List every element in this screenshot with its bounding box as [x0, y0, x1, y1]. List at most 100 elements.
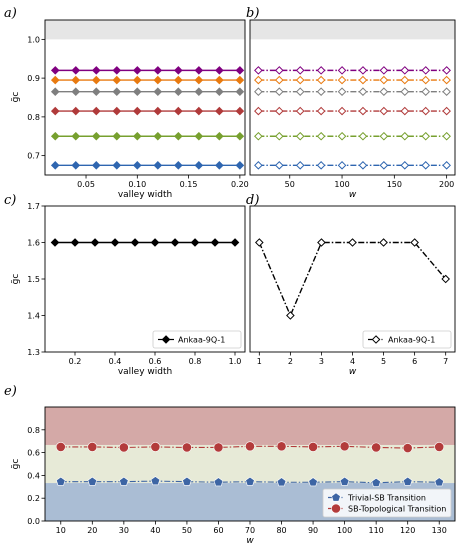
data-point: [194, 131, 204, 141]
data-point: [245, 476, 255, 486]
y-tick-label: 1.6: [27, 239, 40, 248]
x-tick-label: 2: [288, 357, 293, 366]
x-axis-label: w: [246, 536, 254, 546]
x-tick-label: 50: [285, 180, 295, 189]
series-1: [50, 66, 245, 75]
data-point: [71, 66, 81, 75]
data-point: [286, 311, 295, 320]
data-point: [400, 75, 410, 85]
chart-panel-1: 0.05 0.10 0.15 0.20 0.7 0.8 0.9 1.0 valley width…: [4, 6, 249, 200]
data-point: [434, 441, 445, 452]
x-axis-label: w: [349, 190, 357, 200]
data-point: [295, 161, 305, 170]
data-point: [442, 66, 451, 75]
x-tick-label: 200: [439, 180, 454, 189]
data-point: [70, 238, 80, 247]
x-tick-label: 5: [381, 357, 386, 366]
data-point: [317, 238, 326, 247]
data-point: [337, 161, 347, 170]
y-axis-label: g̃c: [11, 92, 21, 103]
data-point: [194, 66, 204, 75]
data-point: [112, 66, 122, 75]
data-point: [442, 75, 451, 85]
data-point: [337, 66, 347, 75]
legend-box: [322, 488, 452, 518]
data-point: [254, 161, 263, 170]
data-point: [358, 106, 368, 116]
data-point: [442, 131, 451, 141]
data-point: [316, 87, 326, 96]
x-axis-label: w: [349, 367, 357, 377]
phase-band-3: [45, 407, 455, 445]
data-point: [170, 238, 180, 247]
series-5: [254, 131, 451, 141]
legend-box: [362, 330, 452, 349]
y-tick-label: 1.4: [27, 312, 40, 321]
legend: Ankaa-9Q-1: [362, 330, 452, 349]
data-point: [50, 75, 60, 85]
series-4: [50, 106, 245, 116]
plot-area: [45, 20, 245, 170]
panel-letter: c): [4, 193, 16, 208]
data-point: [110, 238, 120, 247]
data-point: [316, 131, 326, 141]
data-point: [339, 441, 350, 452]
data-point: [91, 161, 101, 170]
data-point: [194, 161, 204, 170]
data-point: [215, 131, 224, 141]
data-point: [215, 87, 224, 96]
data-point: [50, 66, 60, 75]
x-tick-label: 6: [412, 357, 417, 366]
y-tick-label: 0.4: [27, 471, 40, 480]
data-point: [71, 106, 81, 116]
x-tick-label: 0.15: [180, 180, 198, 189]
series-4: [254, 106, 451, 116]
data-point: [215, 161, 224, 170]
data-point: [213, 442, 224, 453]
plot-area: [255, 238, 450, 320]
panel-letter: e): [4, 384, 17, 399]
data-point: [182, 442, 192, 453]
data-point: [337, 75, 347, 85]
data-point: [153, 87, 163, 96]
y-tick-label: 1.0: [27, 35, 40, 44]
data-point: [371, 477, 381, 487]
data-point: [133, 161, 142, 170]
axes-frame: [44, 205, 246, 353]
data-point: [400, 161, 410, 170]
x-tick-label: 100: [337, 526, 352, 535]
x-tick-label: 90: [308, 526, 318, 535]
data-point: [442, 87, 451, 96]
data-point: [71, 75, 81, 85]
data-point: [215, 75, 224, 85]
data-point: [56, 476, 66, 486]
data-point: [213, 477, 224, 487]
data-point: [71, 131, 81, 141]
y-tick-label: 0.8: [27, 426, 40, 435]
data-point: [194, 106, 204, 116]
x-tick-label: 110: [369, 526, 384, 535]
data-point: [153, 75, 163, 85]
data-point: [421, 66, 431, 75]
x-tick-label: 70: [245, 526, 255, 535]
x-tick-label: 150: [387, 180, 402, 189]
data-point: [194, 87, 204, 96]
data-point: [254, 106, 263, 116]
data-point: [254, 87, 263, 96]
data-point: [112, 75, 122, 85]
y-tick-label: 1.7: [27, 202, 40, 211]
data-point: [153, 131, 163, 141]
data-point: [150, 476, 161, 486]
series-1: [56, 476, 444, 487]
legend: Trivial-SB Transition SB-Topological Tran…: [322, 488, 452, 518]
data-point: [91, 131, 101, 141]
data-point: [190, 238, 200, 247]
data-point: [153, 161, 163, 170]
x-tick-label: 3: [319, 357, 324, 366]
x-tick-label: 0.2: [69, 357, 82, 366]
legend-label: SB-Topological Transition: [348, 505, 446, 514]
data-point: [215, 66, 224, 75]
data-point: [230, 238, 240, 247]
legend-marker: [371, 335, 381, 344]
